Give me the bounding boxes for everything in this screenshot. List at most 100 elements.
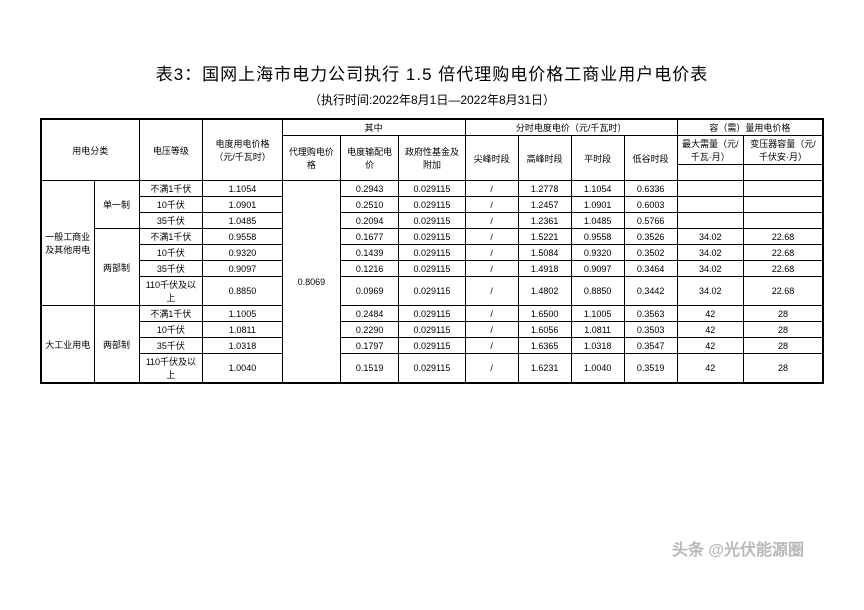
cell-trans: 0.2510 (341, 197, 399, 213)
cell-voltage: 10千伏 (139, 245, 203, 261)
cell-high: 1.6056 (518, 322, 571, 338)
cell-trans: 0.1677 (341, 229, 399, 245)
table-row: 35千伏1.04850.20940.029115/1.23611.04850.5… (41, 213, 823, 229)
cell-flat: 1.0811 (571, 322, 624, 338)
header-group-tou: 分时电度电价（元/千瓦时） (465, 119, 677, 136)
cell-high: 1.2778 (518, 181, 571, 197)
cell-xform: 28 (743, 354, 823, 384)
cell-category-a: 一般工商业及其他用电 (41, 181, 94, 306)
cell-valley: 0.3502 (624, 245, 677, 261)
cell-peak: / (465, 261, 518, 277)
cell-flat: 1.1005 (571, 306, 624, 322)
cell-xform: 28 (743, 306, 823, 322)
cell-gov: 0.029115 (399, 261, 465, 277)
table-row: 10千伏1.08110.22900.029115/1.60561.08110.3… (41, 322, 823, 338)
cell-energy: 1.1005 (203, 306, 283, 322)
cell-valley: 0.3547 (624, 338, 677, 354)
cell-valley: 0.3464 (624, 261, 677, 277)
cell-energy: 1.0040 (203, 354, 283, 384)
header-max-demand-unit (677, 165, 743, 181)
table-row: 110千伏及以上0.88500.09690.029115/1.48020.885… (41, 277, 823, 306)
cell-trans: 0.2484 (341, 306, 399, 322)
cell-voltage: 10千伏 (139, 322, 203, 338)
table-row: 两部制不满1千伏0.95580.16770.029115/1.52210.955… (41, 229, 823, 245)
cell-voltage: 110千伏及以上 (139, 277, 203, 306)
table-row: 一般工商业及其他用电单一制不满1千伏1.10540.80690.29430.02… (41, 181, 823, 197)
cell-xform: 28 (743, 322, 823, 338)
cell-peak: / (465, 338, 518, 354)
cell-energy: 1.0485 (203, 213, 283, 229)
table-row: 35千伏1.03180.17970.029115/1.63651.03180.3… (41, 338, 823, 354)
cell-energy: 1.0811 (203, 322, 283, 338)
cell-trans: 0.2094 (341, 213, 399, 229)
header-voltage: 电压等级 (139, 119, 203, 181)
cell-gov: 0.029115 (399, 229, 465, 245)
table-row: 35千伏0.90970.12160.029115/1.49180.90970.3… (41, 261, 823, 277)
table-row: 110千伏及以上1.00400.15190.029115/1.62311.004… (41, 354, 823, 384)
cell-xform (743, 181, 823, 197)
cell-high: 1.2361 (518, 213, 571, 229)
cell-xform: 22.68 (743, 261, 823, 277)
cell-peak: / (465, 229, 518, 245)
cell-high: 1.4918 (518, 261, 571, 277)
cell-high: 1.5221 (518, 229, 571, 245)
cell-voltage: 35千伏 (139, 338, 203, 354)
cell-valley: 0.3442 (624, 277, 677, 306)
header-max-demand: 最大需量（元/千瓦·月） (677, 136, 743, 165)
cell-max (677, 197, 743, 213)
cell-trans: 0.1216 (341, 261, 399, 277)
cell-voltage: 不满1千伏 (139, 229, 203, 245)
cell-max: 42 (677, 306, 743, 322)
cell-energy: 0.9097 (203, 261, 283, 277)
cell-trans: 0.1797 (341, 338, 399, 354)
cell-flat: 1.1054 (571, 181, 624, 197)
table-row: 10千伏0.93200.14390.029115/1.50840.93200.3… (41, 245, 823, 261)
cell-valley: 0.6336 (624, 181, 677, 197)
cell-trans: 0.1519 (341, 354, 399, 384)
cell-energy: 0.9558 (203, 229, 283, 245)
cell-energy: 1.0318 (203, 338, 283, 354)
table-body: 一般工商业及其他用电单一制不满1千伏1.10540.80690.29430.02… (41, 181, 823, 384)
cell-xform: 22.68 (743, 277, 823, 306)
cell-gov: 0.029115 (399, 306, 465, 322)
header-group-capacity: 容（需）量用电价格 (677, 119, 823, 136)
cell-energy: 1.1054 (203, 181, 283, 197)
header-valley: 低谷时段 (624, 136, 677, 181)
cell-peak: / (465, 213, 518, 229)
cell-xform: 22.68 (743, 245, 823, 261)
table-row: 大工业用电两部制不满1千伏1.10050.24840.029115/1.6500… (41, 306, 823, 322)
cell-max: 34.02 (677, 261, 743, 277)
table-row: 10千伏1.09010.25100.029115/1.24571.09010.6… (41, 197, 823, 213)
cell-high: 1.6500 (518, 306, 571, 322)
cell-max: 42 (677, 322, 743, 338)
cell-category-b: 两部制 (94, 306, 139, 384)
cell-category-b: 两部制 (94, 229, 139, 306)
cell-gov: 0.029115 (399, 181, 465, 197)
cell-gov: 0.029115 (399, 245, 465, 261)
cell-flat: 0.9558 (571, 229, 624, 245)
cell-max: 42 (677, 338, 743, 354)
cell-peak: / (465, 354, 518, 384)
cell-valley: 0.3519 (624, 354, 677, 384)
header-category: 用电分类 (41, 119, 139, 181)
cell-voltage: 110千伏及以上 (139, 354, 203, 384)
header-transformer-unit (743, 165, 823, 181)
cell-gov: 0.029115 (399, 197, 465, 213)
cell-valley: 0.3563 (624, 306, 677, 322)
cell-trans: 0.2943 (341, 181, 399, 197)
cell-energy: 0.9320 (203, 245, 283, 261)
cell-valley: 0.3526 (624, 229, 677, 245)
cell-peak: / (465, 197, 518, 213)
cell-trans: 0.1439 (341, 245, 399, 261)
cell-max: 34.02 (677, 245, 743, 261)
cell-gov: 0.029115 (399, 338, 465, 354)
cell-voltage: 10千伏 (139, 197, 203, 213)
cell-high: 1.2457 (518, 197, 571, 213)
cell-high: 1.4802 (518, 277, 571, 306)
cell-gov: 0.029115 (399, 213, 465, 229)
tariff-table: 用电分类 电压等级 电度用电价格（元/千瓦时） 其中 分时电度电价（元/千瓦时）… (40, 118, 824, 384)
cell-voltage: 不满1千伏 (139, 181, 203, 197)
cell-xform: 28 (743, 338, 823, 354)
cell-max (677, 181, 743, 197)
cell-xform: 22.68 (743, 229, 823, 245)
